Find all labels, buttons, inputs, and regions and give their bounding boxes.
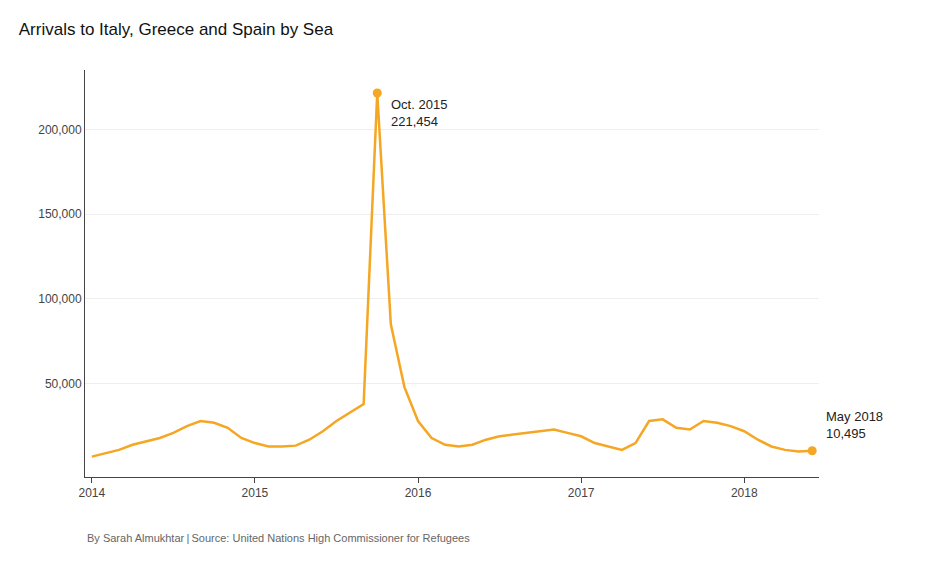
svg-text:Oct. 2015221,454: Oct. 2015221,454 [391, 97, 447, 129]
svg-text:Arrivals to Italy, Greece and: Arrivals to Italy, Greece and Spain by S… [19, 20, 334, 39]
svg-text:150,000: 150,000 [38, 207, 82, 221]
svg-text:2016: 2016 [405, 486, 432, 500]
svg-text:2018: 2018 [731, 486, 758, 500]
svg-text:100,000: 100,000 [38, 292, 82, 306]
svg-text:By Sarah Almukhtar | Source: U: By Sarah Almukhtar | Source: United Nati… [87, 532, 470, 544]
svg-text:200,000: 200,000 [38, 123, 82, 137]
svg-text:2014: 2014 [78, 486, 105, 500]
svg-text:50,000: 50,000 [45, 377, 82, 391]
svg-text:2017: 2017 [568, 486, 595, 500]
svg-text:2015: 2015 [242, 486, 269, 500]
svg-text:May 201810,495: May 201810,495 [826, 409, 883, 441]
